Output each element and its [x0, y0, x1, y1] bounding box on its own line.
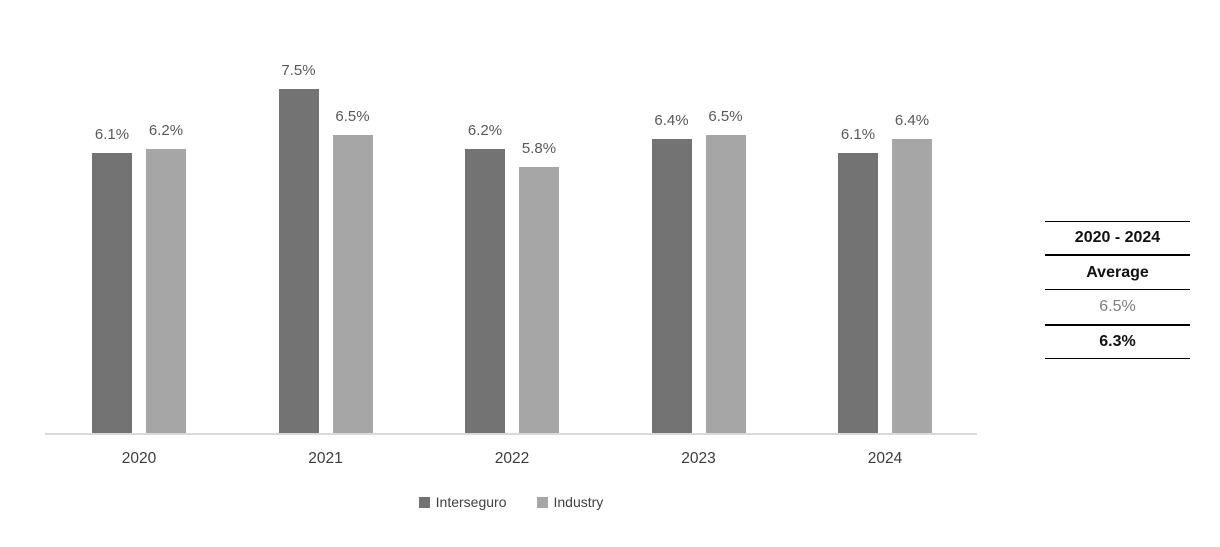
- data-label-industry-2024: 6.4%: [894, 112, 930, 130]
- legend-item-industry: Industry: [536, 494, 604, 510]
- data-label-interseguro-2022: 6.2%: [467, 121, 503, 139]
- table-average-value-industry: 6.3%: [1045, 326, 1190, 359]
- table-average-value-interseguro: 6.5%: [1045, 290, 1190, 326]
- x-tick-2020: 2020: [121, 450, 157, 467]
- legend: Interseguro Industry: [45, 494, 977, 510]
- data-label-industry-2021: 6.5%: [335, 107, 370, 125]
- bar-industry-2021: [332, 134, 373, 433]
- bar-interseguro-2022: [465, 148, 505, 433]
- bar-interseguro-2021: [278, 88, 319, 433]
- legend-label-industry: Industry: [553, 494, 604, 510]
- bar-interseguro-2024: [838, 153, 878, 433]
- data-label-interseguro-2021: 7.5%: [281, 61, 316, 79]
- x-axis-line: [45, 433, 977, 435]
- x-tick-2022: 2022: [494, 450, 530, 467]
- data-label-interseguro-2024: 6.1%: [840, 126, 876, 144]
- data-label-interseguro-2023: 6.4%: [654, 112, 689, 130]
- table-period-header: 2020 - 2024: [1045, 221, 1190, 256]
- bar-industry-2024: [892, 139, 932, 433]
- bar-industry-2020: [146, 148, 186, 433]
- x-tick-2023: 2023: [681, 450, 716, 467]
- x-tick-2021: 2021: [308, 450, 343, 467]
- legend-swatch-interseguro: [418, 496, 430, 508]
- x-tick-2024: 2024: [867, 450, 903, 467]
- data-label-interseguro-2020: 6.1%: [94, 126, 130, 144]
- bar-interseguro-2020: [92, 153, 132, 433]
- legend-item-interseguro: Interseguro: [418, 494, 507, 510]
- average-summary-table: 2020 - 2024 Average 6.5% 6.3%: [1045, 221, 1190, 359]
- table-metric-header: Average: [1045, 256, 1190, 290]
- legend-swatch-industry: [536, 496, 548, 508]
- legend-label-interseguro: Interseguro: [435, 494, 507, 510]
- bar-interseguro-2023: [651, 139, 692, 433]
- data-label-industry-2022: 5.8%: [521, 139, 557, 157]
- bar-industry-2023: [705, 134, 746, 433]
- bar-industry-2022: [519, 166, 559, 433]
- data-label-industry-2020: 6.2%: [148, 121, 184, 139]
- data-label-industry-2023: 6.5%: [708, 107, 743, 125]
